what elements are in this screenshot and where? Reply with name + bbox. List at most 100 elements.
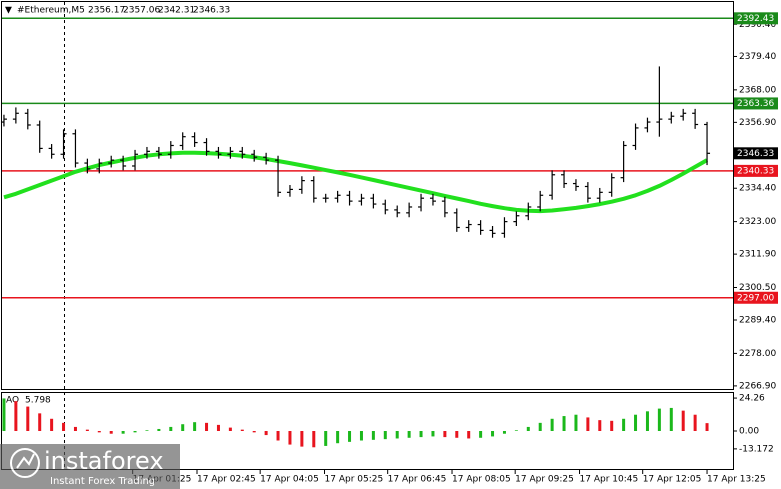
x-tick-label: 17 Apr 04:05 — [260, 475, 319, 485]
indicator-bar — [216, 424, 220, 431]
indicator-bar — [479, 431, 483, 438]
y-tick-label: 2356.90 — [739, 118, 776, 128]
y-tick-label: 2334.40 — [739, 184, 776, 194]
indicator-bar — [312, 431, 316, 448]
indicator-bar — [634, 414, 638, 431]
indicator-bar — [133, 431, 137, 433]
indicator-bar — [62, 422, 66, 431]
indicator-bar — [610, 420, 614, 431]
watermark-logo — [10, 448, 40, 478]
indicator-bar — [705, 423, 709, 431]
indicator-bar — [85, 429, 89, 431]
price-label-box — [734, 147, 778, 160]
header-high: 2357.06 — [123, 6, 160, 16]
indicator-bar — [205, 422, 209, 431]
indicator-bar — [419, 431, 423, 438]
indicator-bar — [97, 431, 101, 433]
price-label: 2346.33 — [737, 149, 774, 159]
main-frame — [1, 1, 734, 390]
y-tick-label: 2368.00 — [739, 85, 776, 95]
watermark-logo-mark — [16, 453, 35, 469]
indicator-bar — [2, 398, 6, 431]
y-tick-label: 2379.40 — [739, 52, 776, 62]
indicator-bar — [109, 431, 113, 434]
indicator-name: AO — [6, 396, 19, 406]
level-label-box — [734, 97, 778, 110]
indicator-bar — [348, 431, 352, 442]
indicator-bar — [395, 431, 399, 439]
indicator-bar — [371, 431, 375, 440]
x-tick-label: 17 Apr 05:25 — [325, 475, 384, 485]
indicator-bar — [145, 430, 149, 431]
indicator-bar — [252, 431, 256, 433]
indicator-tick-label: -13.172 — [739, 444, 774, 454]
x-tick-label: 17 Apr 13:25 — [707, 475, 766, 485]
indicator-bar — [681, 410, 685, 431]
x-tick-label: 17 Apr 06:45 — [388, 475, 447, 485]
symbol: #Ethereum,M5 — [17, 6, 85, 16]
indicator-bar — [467, 431, 471, 439]
indicator-bar — [264, 431, 268, 436]
level-label-box — [734, 12, 778, 25]
y-tick-label: 2311.90 — [739, 250, 776, 260]
level-label: 2363.36 — [737, 99, 774, 109]
watermark-tagline: Instant Forex Trading — [50, 476, 155, 487]
indicator-bar — [157, 428, 161, 431]
indicator-bar — [288, 431, 292, 445]
y-tick-label: 2278.00 — [739, 349, 776, 359]
y-tick-label: 2390.40 — [739, 20, 776, 30]
indicator-bar — [526, 426, 530, 431]
indicator-bar — [169, 426, 173, 431]
watermark-bg — [0, 444, 180, 489]
indicator-bar — [300, 431, 304, 447]
header-close: 2346.33 — [193, 6, 230, 16]
indicator-bar — [193, 422, 197, 431]
indicator-bar — [50, 418, 54, 431]
indicator-bar — [14, 401, 18, 431]
indicator-bar — [645, 411, 649, 431]
x-tick-label: 17 Apr 12:05 — [643, 475, 702, 485]
triangle-icon: ▼ — [5, 6, 12, 16]
level-label: 2297.00 — [737, 293, 774, 303]
indicator-bar — [550, 418, 554, 431]
y-tick-label: 2289.40 — [739, 316, 776, 326]
watermark-name: instaforex — [44, 447, 164, 475]
indicator-bar — [407, 431, 411, 438]
indicator-tick-label: 24.26 — [739, 394, 765, 404]
indicator-bar — [514, 430, 518, 431]
level-label: 2392.43 — [737, 14, 774, 24]
level-label: 2340.33 — [737, 166, 774, 176]
level-label-box — [734, 164, 778, 177]
x-tick-label: 17 Apr 09:25 — [515, 475, 574, 485]
indicator-bar — [574, 414, 578, 431]
indicator-bar — [121, 431, 125, 434]
header-open: 2356.17 — [88, 6, 125, 16]
indicator-bar — [228, 427, 232, 431]
indicator-bar — [491, 431, 495, 437]
indicator-tick-label: 0.00 — [739, 427, 759, 437]
y-tick-label: 2323.00 — [739, 217, 776, 227]
y-tick-label: 2300.50 — [739, 283, 776, 293]
indicator-bar — [622, 418, 626, 431]
indicator-bar — [657, 408, 661, 431]
indicator-bar — [26, 406, 30, 431]
indicator-bar — [336, 431, 340, 444]
indicator-bar — [502, 431, 506, 434]
indicator-bar — [359, 431, 363, 441]
indicator-bar — [693, 414, 697, 431]
watermark: instaforex Instant Forex Trading — [0, 444, 180, 489]
indicator-bar — [443, 431, 447, 438]
indicator-bar — [73, 426, 77, 431]
x-tick-label: 17 Apr 02:45 — [197, 475, 256, 485]
level-label-box — [734, 291, 778, 304]
indicator-bar — [324, 431, 328, 446]
header-low: 2342.31 — [158, 6, 195, 16]
indicator-bar — [538, 422, 542, 431]
indicator-bar — [276, 431, 280, 441]
indicator-bar — [240, 429, 244, 431]
indicator-bar — [455, 431, 459, 438]
indicator-bar — [586, 417, 590, 431]
plot: 2390.40 2379.40 2368.00 2356.90 2334.40 2323.… — [0, 12, 778, 485]
